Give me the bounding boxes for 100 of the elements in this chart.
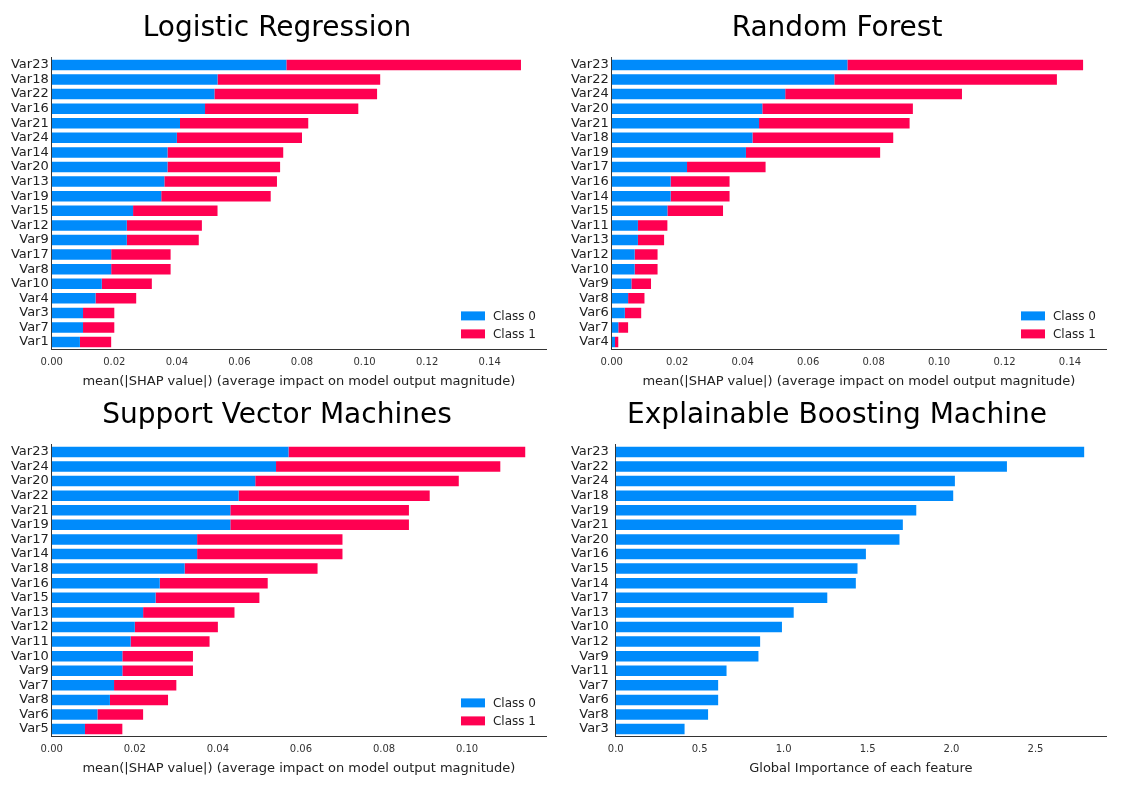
bar bbox=[95, 293, 137, 304]
x-tick-label: 0.12 bbox=[993, 355, 1016, 367]
y-tick-label: Var15 bbox=[10, 202, 49, 218]
x-axis-title: mean(|SHAP value|) (average impact on model output magnitude) bbox=[82, 372, 516, 388]
bar bbox=[230, 505, 409, 516]
y-tick-label: Var8 bbox=[579, 705, 609, 721]
chart-title: Explainable Boosting Machine bbox=[627, 397, 1047, 431]
x-tick-label: 0.14 bbox=[478, 355, 501, 367]
legend-label: Class 1 bbox=[492, 713, 537, 728]
bar bbox=[611, 249, 635, 260]
bar bbox=[159, 577, 268, 589]
y-tick-label: Var22 bbox=[570, 457, 609, 473]
bar bbox=[611, 88, 786, 100]
y-tick-label: Var20 bbox=[570, 530, 609, 546]
y-tick-label: Var13 bbox=[10, 603, 49, 619]
x-tick-label: 0.08 bbox=[372, 742, 396, 754]
y-tick-label: Var19 bbox=[570, 501, 609, 517]
y-tick-label: Var14 bbox=[10, 545, 49, 561]
bar bbox=[51, 88, 215, 100]
bar bbox=[167, 161, 281, 173]
x-tick-label: 0.06 bbox=[228, 355, 251, 367]
bar bbox=[615, 563, 858, 574]
bar bbox=[51, 621, 135, 633]
bar bbox=[288, 446, 526, 458]
y-tick-label: Var14 bbox=[570, 574, 609, 590]
bar bbox=[51, 234, 127, 246]
y-tick-label: Var23 bbox=[10, 443, 49, 459]
y-tick-label: Var10 bbox=[10, 275, 49, 291]
bar bbox=[114, 680, 177, 691]
bar bbox=[611, 278, 632, 289]
bar bbox=[51, 475, 256, 487]
x-tick-label: 0.02 bbox=[666, 355, 689, 367]
x-tick-label: 0.5 bbox=[691, 742, 708, 754]
y-tick-label: Var8 bbox=[19, 260, 49, 276]
y-tick-label: Var4 bbox=[579, 333, 609, 349]
bar bbox=[51, 132, 177, 144]
x-tick-label: 2.0 bbox=[943, 742, 960, 754]
bar bbox=[51, 176, 165, 187]
bar bbox=[84, 723, 123, 735]
y-tick-label: Var23 bbox=[10, 56, 49, 72]
y-tick-label: Var15 bbox=[10, 589, 49, 605]
y-tick-label: Var11 bbox=[10, 632, 49, 648]
bar bbox=[745, 147, 881, 158]
bar bbox=[79, 336, 112, 348]
bar bbox=[184, 563, 318, 574]
bar bbox=[155, 592, 260, 604]
bar bbox=[230, 519, 409, 531]
x-tick-label: 0.00 bbox=[600, 355, 623, 367]
x-axis-title: Global Importance of each feature bbox=[749, 759, 973, 775]
bar bbox=[51, 205, 134, 217]
y-tick-label: Var8 bbox=[19, 691, 49, 707]
bar bbox=[834, 74, 1057, 85]
bar bbox=[631, 278, 652, 289]
bar bbox=[51, 336, 80, 348]
bar bbox=[51, 694, 110, 706]
x-tick-label: 0.10 bbox=[353, 355, 376, 367]
bar bbox=[752, 132, 894, 144]
bar bbox=[51, 519, 231, 531]
bar bbox=[615, 505, 917, 516]
bar bbox=[785, 88, 962, 100]
y-tick-label: Var14 bbox=[570, 187, 609, 203]
bar bbox=[176, 132, 302, 144]
y-tick-label: Var11 bbox=[570, 216, 609, 232]
bar bbox=[217, 74, 381, 85]
y-tick-label: Var10 bbox=[570, 260, 609, 276]
bar bbox=[615, 607, 794, 618]
bar bbox=[130, 636, 210, 647]
bar bbox=[111, 263, 171, 275]
bar bbox=[637, 234, 665, 246]
bar bbox=[51, 190, 162, 202]
bar bbox=[276, 461, 501, 472]
bar bbox=[51, 723, 85, 735]
bar bbox=[615, 694, 719, 706]
bar bbox=[615, 723, 685, 735]
x-tick-label: 0.14 bbox=[1058, 355, 1082, 367]
bar bbox=[205, 103, 359, 114]
y-tick-label: Var13 bbox=[10, 172, 49, 188]
bar bbox=[51, 446, 289, 458]
x-tick-label: 0.10 bbox=[455, 742, 479, 754]
y-tick-label: Var3 bbox=[19, 304, 49, 320]
bar bbox=[51, 534, 198, 545]
bar bbox=[687, 161, 766, 173]
bar bbox=[143, 607, 235, 618]
y-tick-label: Var18 bbox=[570, 129, 609, 145]
y-tick-label: Var19 bbox=[10, 516, 49, 532]
bar bbox=[762, 103, 913, 114]
bar bbox=[51, 548, 198, 560]
bar bbox=[615, 475, 955, 487]
y-tick-label: Var7 bbox=[19, 318, 49, 334]
y-tick-label: Var7 bbox=[579, 318, 609, 334]
bar bbox=[611, 147, 746, 158]
y-tick-label: Var22 bbox=[10, 487, 49, 503]
bar bbox=[667, 205, 724, 217]
bar bbox=[51, 636, 131, 647]
y-tick-label: Var21 bbox=[10, 501, 49, 517]
y-tick-label: Var24 bbox=[570, 472, 609, 488]
bar bbox=[611, 205, 668, 217]
x-axis-title: mean(|SHAP value|) (average impact on model output magnitude) bbox=[82, 759, 516, 775]
y-tick-label: Var15 bbox=[570, 202, 609, 218]
bar bbox=[670, 190, 730, 202]
